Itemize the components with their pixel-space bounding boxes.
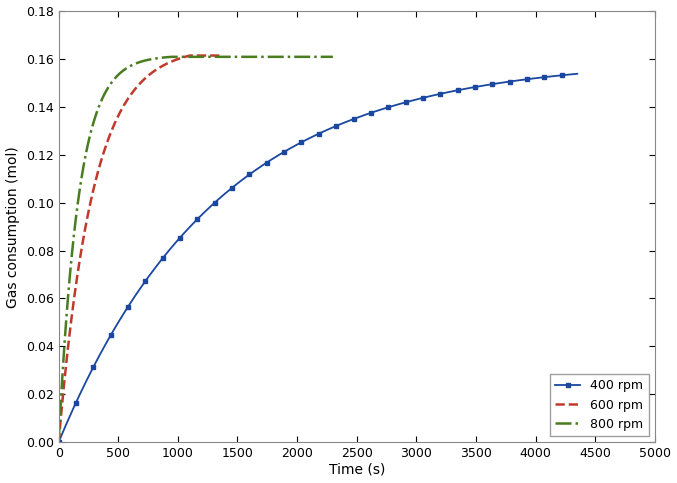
Line: 400 rpm: 400 rpm bbox=[57, 72, 579, 444]
400 rpm bbox=[492, 81, 500, 86]
600 rpm bbox=[87, 196, 95, 202]
600 rpm bbox=[58, 410, 66, 415]
800 rpm bbox=[138, 58, 146, 64]
600 rpm bbox=[114, 113, 123, 118]
400 rpm bbox=[55, 439, 63, 445]
800 rpm bbox=[55, 439, 63, 445]
Y-axis label: Gas consumption (mol): Gas consumption (mol) bbox=[6, 146, 20, 308]
600 rpm bbox=[55, 439, 63, 445]
400 rpm bbox=[364, 111, 372, 117]
800 rpm bbox=[85, 136, 93, 142]
600 rpm bbox=[196, 53, 204, 58]
800 rpm bbox=[300, 54, 308, 60]
Legend: 400 rpm, 600 rpm, 800 rpm: 400 rpm, 600 rpm, 800 rpm bbox=[550, 374, 649, 436]
600 rpm bbox=[211, 53, 219, 58]
800 rpm bbox=[213, 54, 221, 60]
X-axis label: Time (s): Time (s) bbox=[328, 463, 385, 477]
600 rpm bbox=[185, 53, 194, 58]
800 rpm bbox=[329, 54, 337, 60]
400 rpm bbox=[573, 71, 582, 77]
600 rpm bbox=[73, 274, 81, 280]
Line: 800 rpm: 800 rpm bbox=[59, 57, 333, 442]
600 rpm bbox=[215, 53, 223, 58]
800 rpm bbox=[168, 54, 176, 60]
Line: 600 rpm: 600 rpm bbox=[59, 56, 219, 442]
400 rpm bbox=[362, 112, 370, 117]
400 rpm bbox=[56, 435, 64, 441]
400 rpm bbox=[525, 76, 533, 82]
800 rpm bbox=[97, 98, 106, 103]
400 rpm bbox=[372, 108, 380, 114]
800 rpm bbox=[152, 56, 160, 61]
